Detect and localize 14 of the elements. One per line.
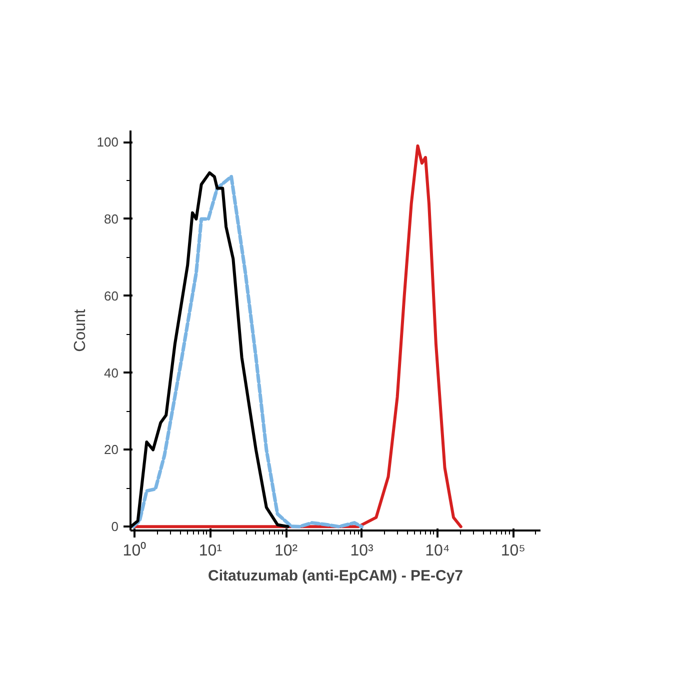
x-tick-label: 10² [274,542,298,560]
x-axis-title: Citatuzumab (anti-EpCAM) - PE-Cy7 [208,568,463,584]
y-tick-label: 60 [104,288,119,304]
x-tick-label: 10⁵ [500,542,526,560]
x-tick-label: 10¹ [198,542,222,560]
y-tick-label: 40 [104,365,119,380]
y-tick-label: 0 [111,519,119,534]
x-tick-label: 10⁴ [425,542,450,560]
y-axis-title: Count [72,308,89,352]
x-tick-label: 10³ [350,542,374,560]
y-tick-label: 80 [104,211,119,226]
y-tick-label: 20 [104,442,119,458]
y-tick-label: 100 [96,134,119,150]
x-tick-label: 10⁰ [122,542,147,560]
